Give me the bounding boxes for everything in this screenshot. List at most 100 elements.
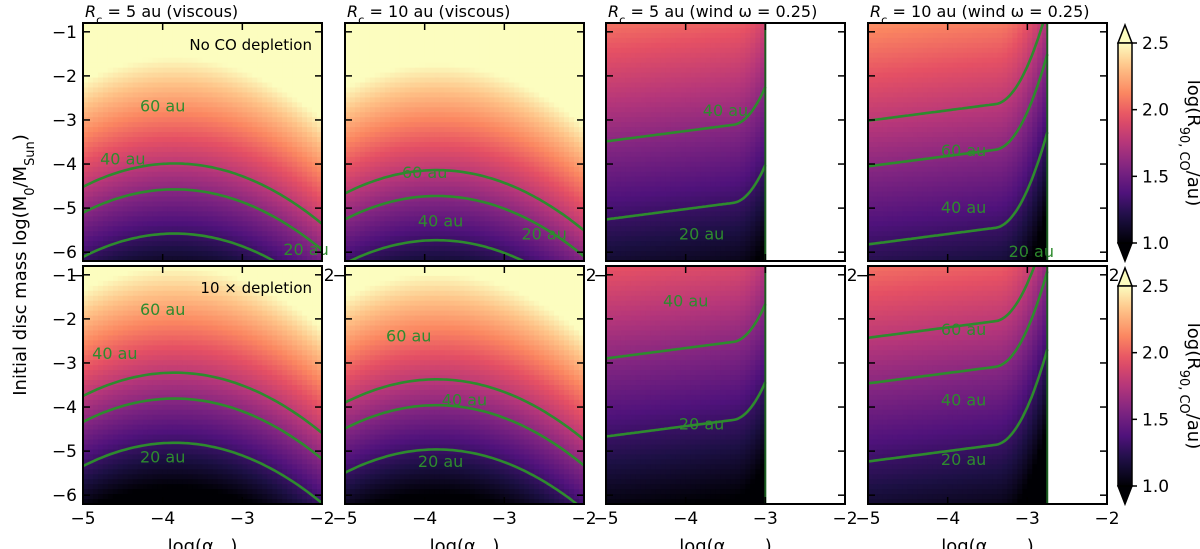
heatmap-cell — [444, 27, 451, 34]
heatmap-cell — [242, 92, 248, 98]
heatmap-cell — [257, 62, 263, 69]
heatmap-cell — [369, 251, 376, 257]
heatmap-cell — [282, 176, 288, 183]
heatmap-cell — [369, 186, 376, 193]
heatmap-cell — [307, 166, 313, 173]
heatmap-cell — [544, 47, 550, 54]
heatmap-cell — [494, 42, 500, 49]
heatmap-cell — [364, 171, 371, 178]
heatmap-cell — [227, 57, 233, 64]
heatmap-cell — [630, 57, 637, 64]
heatmap-cell — [292, 52, 298, 59]
heatmap-cell — [272, 161, 278, 168]
heatmap-cell — [282, 97, 288, 103]
heatmap-cell — [252, 137, 258, 143]
heatmap-cell — [454, 196, 461, 203]
heatmap-cell — [574, 32, 580, 39]
heatmap-cell — [312, 67, 318, 74]
heatmap-cell — [202, 181, 209, 188]
heatmap-cell — [544, 57, 550, 64]
heatmap-cell — [122, 137, 129, 143]
heatmap-cell — [349, 246, 356, 252]
heatmap-cell — [529, 132, 535, 138]
heatmap-cell — [630, 181, 637, 188]
heatmap-cell — [414, 77, 421, 84]
heatmap-cell — [277, 57, 283, 64]
heatmap-cell — [83, 122, 89, 128]
heatmap-cell — [606, 112, 612, 118]
heatmap-cell — [524, 42, 530, 49]
heatmap-cell — [287, 23, 293, 29]
heatmap-cell — [489, 62, 495, 69]
heatmap-cell — [147, 196, 154, 203]
heatmap-cell — [207, 122, 214, 128]
heatmap-cell — [237, 57, 243, 64]
heatmap-cell — [177, 77, 184, 84]
heatmap-cell — [212, 221, 219, 227]
heatmap-cell — [232, 151, 238, 158]
heatmap-cell — [369, 62, 376, 69]
heatmap-cell — [207, 196, 214, 203]
heatmap-cell — [514, 221, 520, 227]
contour-40au — [83, 188, 322, 251]
heatmap-cell — [122, 226, 129, 232]
heatmap-cell — [444, 206, 451, 213]
heatmap-cell — [207, 67, 214, 74]
heatmap-cell — [484, 231, 490, 237]
heatmap-cell — [277, 62, 283, 69]
heatmap-cell — [222, 87, 228, 94]
heatmap-cell — [282, 67, 288, 74]
heatmap-cell — [409, 23, 416, 29]
heatmap-cell — [529, 186, 535, 193]
heatmap-cell — [97, 72, 104, 79]
heatmap-cell — [499, 171, 505, 178]
heatmap-cell — [312, 57, 318, 64]
heatmap-cell — [222, 62, 228, 69]
heatmap-cell — [424, 32, 431, 39]
heatmap-cell — [122, 156, 129, 163]
heatmap-cell — [202, 32, 209, 39]
heatmap-cell — [197, 181, 204, 188]
heatmap-cell — [172, 107, 179, 113]
heatmap-cell — [429, 221, 436, 227]
heatmap-cell — [499, 216, 505, 222]
heatmap-cell — [147, 107, 154, 113]
heatmap-cell — [484, 241, 490, 247]
heatmap-cell — [217, 241, 224, 247]
heatmap-cell — [302, 67, 308, 74]
heatmap-cell — [610, 166, 617, 173]
heatmap-cell — [177, 196, 184, 203]
heatmap-cell — [247, 251, 253, 257]
heatmap-cell — [564, 92, 570, 98]
heatmap-cell — [534, 122, 540, 128]
heatmap-cell — [107, 196, 114, 203]
heatmap-cell — [354, 191, 361, 198]
heatmap-cell — [162, 146, 169, 153]
heatmap-cell — [424, 117, 431, 123]
heatmap-cell — [177, 127, 184, 133]
heatmap-cell — [630, 201, 637, 208]
heatmap-cell — [559, 196, 565, 203]
heatmap-cell — [277, 241, 283, 247]
heatmap-cell — [610, 122, 617, 128]
heatmap-cell — [630, 246, 637, 252]
heatmap-cell — [307, 241, 313, 247]
heatmap-cell — [162, 47, 169, 54]
heatmap-cell — [454, 236, 461, 242]
heatmap-cell — [212, 37, 219, 44]
heatmap-cell — [162, 142, 169, 148]
heatmap-cell — [494, 221, 500, 227]
heatmap-cell — [529, 117, 535, 123]
heatmap-cell — [187, 87, 194, 94]
heatmap-cell — [227, 132, 233, 138]
contour-20au — [83, 232, 277, 261]
heatmap-cell — [292, 97, 298, 103]
heatmap-cell — [620, 37, 627, 44]
heatmap-cell — [464, 107, 471, 113]
heatmap-cell — [297, 112, 303, 118]
heatmap-cell — [424, 221, 431, 227]
heatmap-cell — [232, 97, 238, 103]
heatmap-cell — [192, 112, 199, 118]
heatmap-cell — [564, 231, 570, 237]
heatmap-cell — [217, 117, 224, 123]
